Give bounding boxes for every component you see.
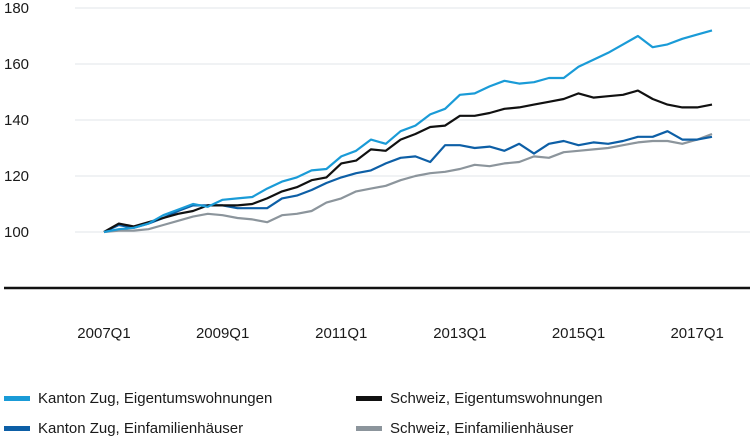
legend-swatch (4, 425, 30, 431)
x-tick-label-2011Q1: 2011Q1 (315, 325, 367, 342)
x-tick-label-2007Q1: 2007Q1 (77, 325, 130, 342)
line-chart: 100 120 140 160 180 2007Q1 2009Q1 2011Q1 2013Q1… (4, 0, 750, 342)
y-tick-label-100: 100 (4, 224, 29, 241)
series-line-1 (103, 89, 713, 233)
legend: Kanton Zug, Eigentumswohnungen Schweiz, … (0, 380, 750, 438)
series-line-3 (103, 132, 713, 234)
legend-swatch (356, 395, 382, 401)
y-tick-label-120: 120 (4, 168, 29, 185)
legend-item-zug-einfamilienhaeuser: Kanton Zug, Einfamilienhäuser (4, 418, 243, 438)
legend-label: Schweiz, Eigentumswohnungen (390, 389, 603, 407)
x-tick-label-2017Q1: 2017Q1 (670, 325, 723, 342)
legend-label: Kanton Zug, Eigentumswohnungen (38, 389, 273, 407)
legend-swatch (4, 395, 30, 401)
legend-item-zug-eigentumswohnungen: Kanton Zug, Eigentumswohnungen (4, 388, 272, 408)
x-tick-label-2009Q1: 2009Q1 (196, 325, 249, 342)
y-tick-label-180: 180 (4, 0, 29, 17)
legend-label: Schweiz, Einfamilienhäuser (390, 419, 574, 437)
y-tick-label-160: 160 (4, 56, 29, 73)
y-tick-label-140: 140 (4, 112, 29, 129)
x-tick-label-2015Q1: 2015Q1 (552, 325, 605, 342)
legend-item-schweiz-einfamilienhaeuser: Schweiz, Einfamilienhäuser (356, 418, 573, 438)
legend-label: Kanton Zug, Einfamilienhäuser (38, 419, 244, 437)
y-axis-ticks: 100 120 140 160 180 (4, 0, 29, 241)
gridlines (75, 7, 750, 233)
x-axis-ticks: 2007Q1 2009Q1 2011Q1 2013Q1 2015Q1 2017Q1 (77, 325, 724, 342)
x-tick-label-2013Q1: 2013Q1 (433, 325, 486, 342)
legend-item-schweiz-eigentumswohnungen: Schweiz, Eigentumswohnungen (356, 388, 603, 408)
legend-swatch (356, 425, 382, 431)
series-line-0 (103, 29, 713, 234)
series-lines (103, 29, 713, 234)
